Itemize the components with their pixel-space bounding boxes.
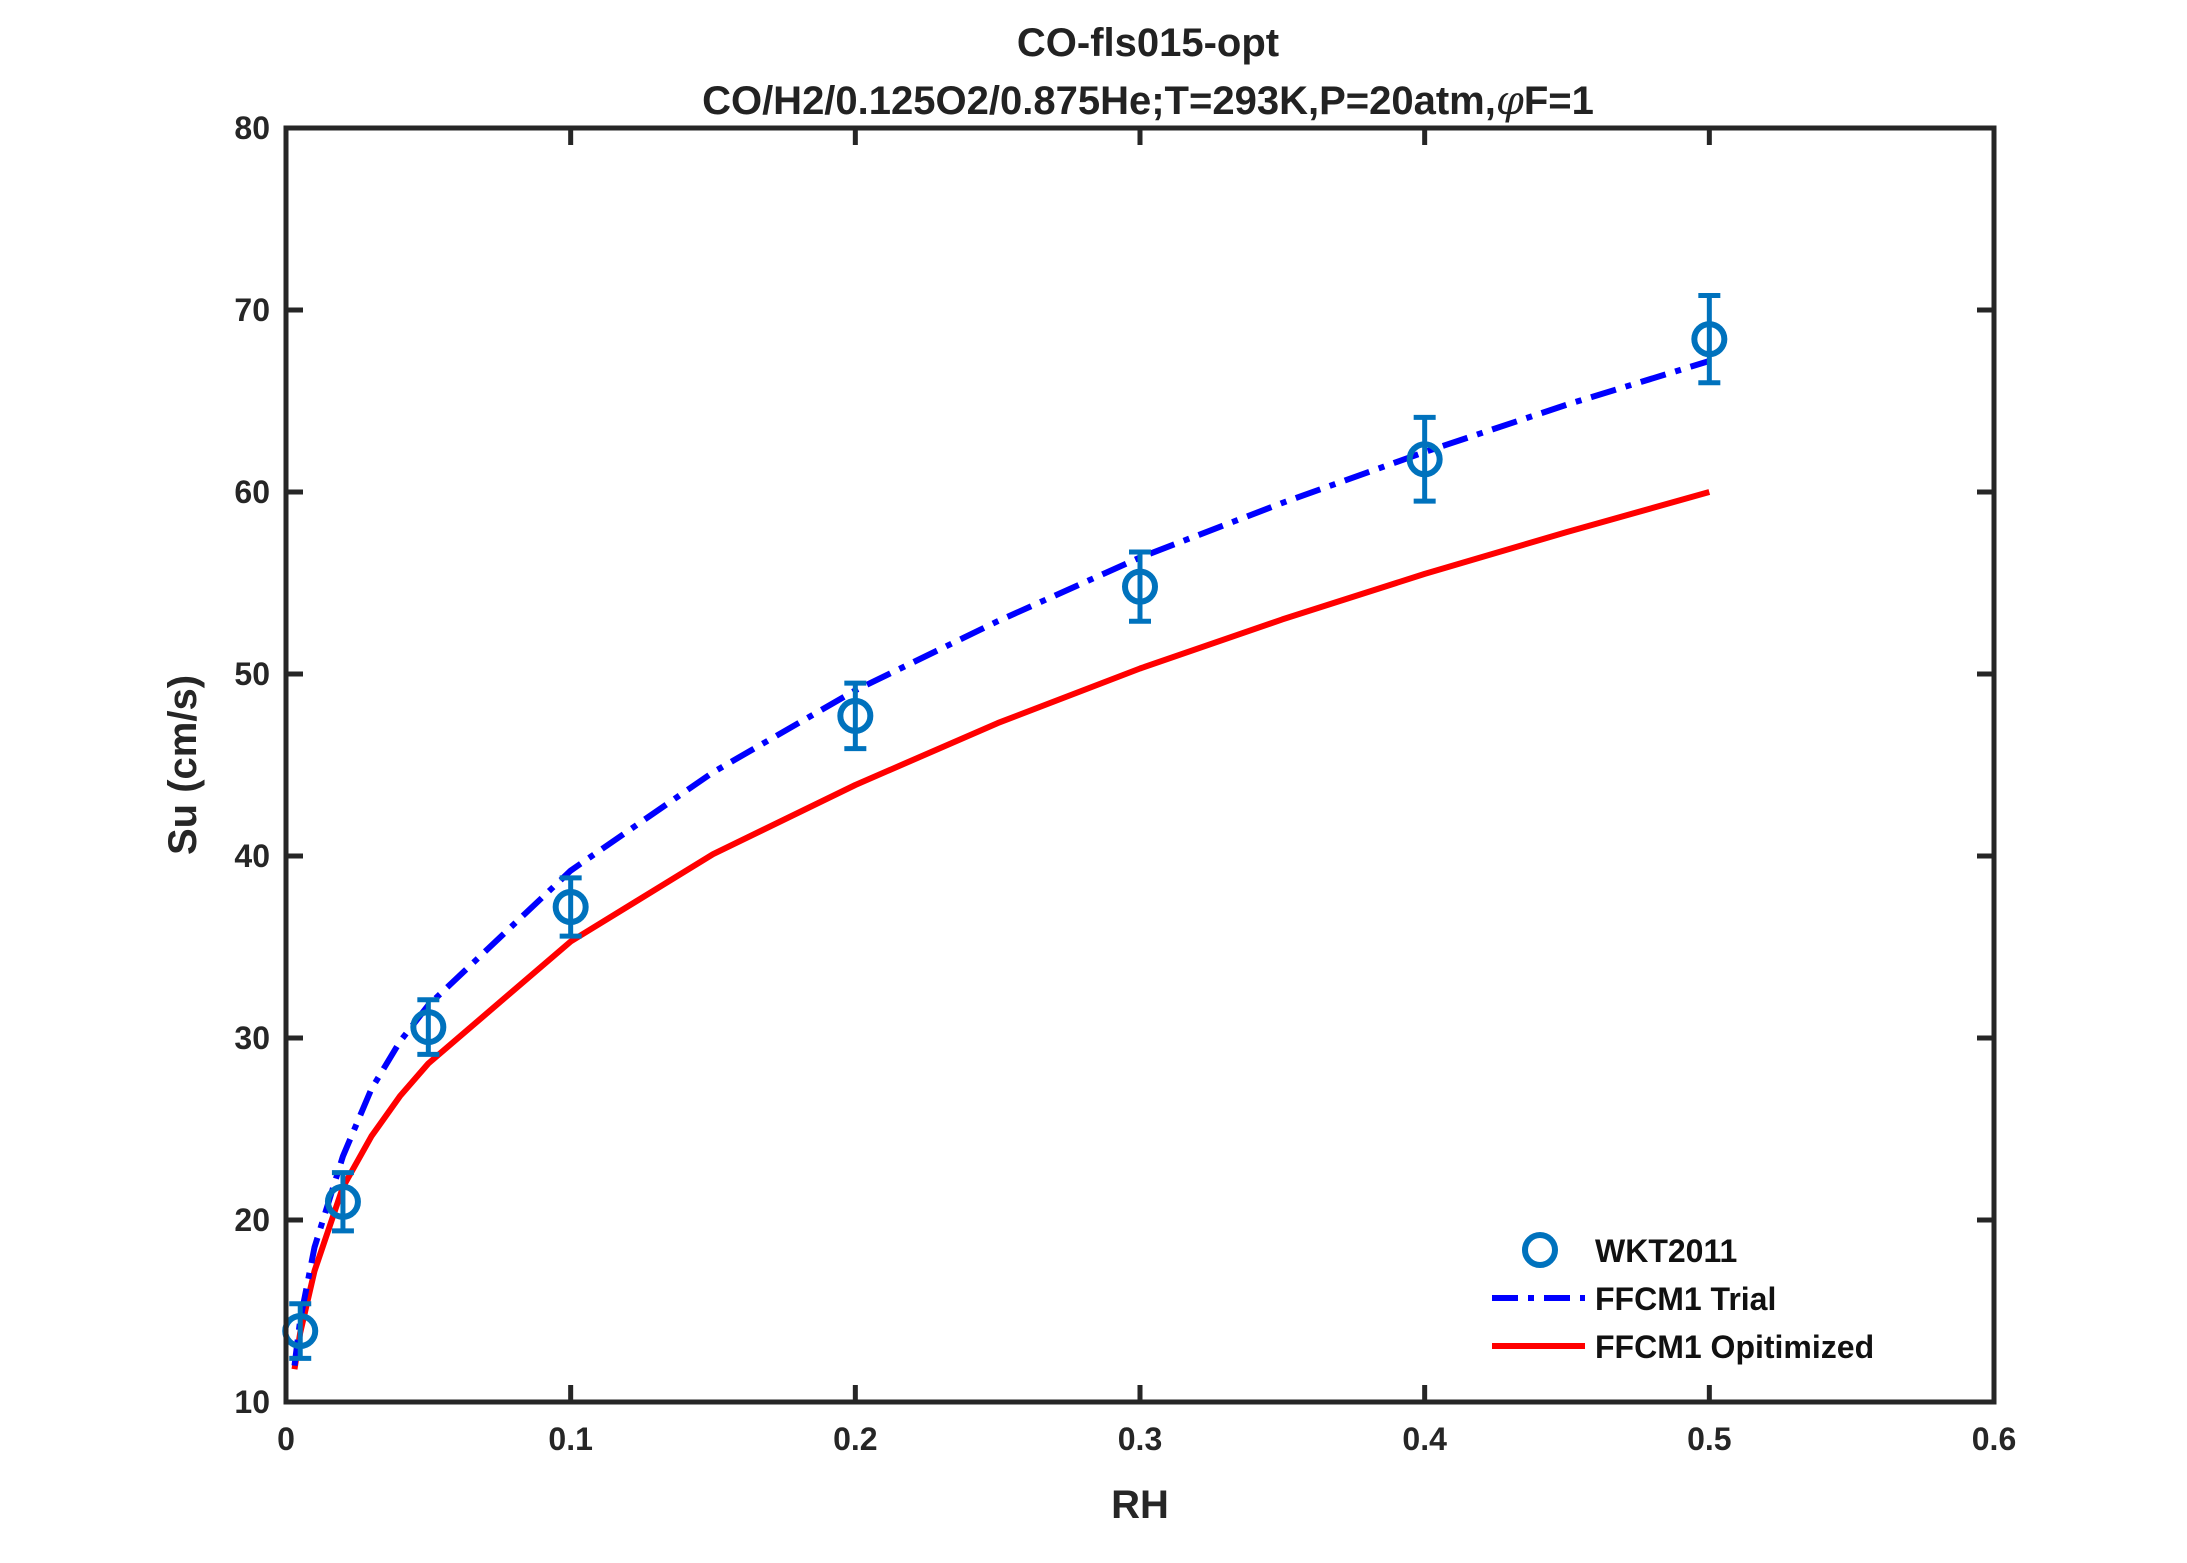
- plot-area: [286, 128, 1994, 1402]
- data-point: [552, 888, 589, 925]
- x-tick-labels: 0 0.1 0.2 0.3 0.4 0.5 0.6: [277, 1421, 2016, 1457]
- x-axis-label: RH: [1111, 1483, 1169, 1527]
- data-point: [410, 1009, 447, 1046]
- legend-label-wkt2011: WKT2011: [1595, 1233, 1737, 1269]
- y-tick-label: 20: [234, 1202, 270, 1238]
- data-point: [837, 697, 874, 734]
- chart-title: CO-fls015-opt: [1017, 21, 1279, 65]
- x-tick-label: 0.1: [548, 1421, 592, 1457]
- y-tick-label: 30: [234, 1020, 270, 1056]
- subtitle-suffix: F=1: [1524, 79, 1594, 123]
- y-tick-label: 70: [234, 292, 270, 328]
- data-point: [324, 1183, 361, 1220]
- x-tick-label: 0: [277, 1421, 295, 1457]
- y-axis-label: Su (cm/s): [161, 675, 205, 855]
- legend-label-ffcm1-opitimized: FFCM1 Opitimized: [1595, 1329, 1874, 1365]
- x-tick-label: 0.4: [1402, 1421, 1447, 1457]
- y-tick-labels: 10 20 30 40 50 60 70 80: [234, 110, 270, 1420]
- x-tick-label: 0.6: [1972, 1421, 2016, 1457]
- y-tick-label: 10: [234, 1384, 270, 1420]
- y-tick-label: 40: [234, 838, 270, 874]
- y-tick-label: 50: [234, 656, 270, 692]
- line-ffcm1-opitimized: [291, 489, 1711, 1370]
- x-tick-label: 0.2: [833, 1421, 877, 1457]
- data-point: [1122, 568, 1158, 605]
- subtitle-symbol: φ: [1496, 78, 1524, 124]
- legend-label-ffcm1-trial: FFCM1 Trial: [1595, 1281, 1776, 1317]
- data-point: [1691, 321, 1728, 358]
- y-tick-label: 80: [234, 110, 270, 146]
- series-ffcm1-opitimized: [291, 489, 1711, 1370]
- legend: WKT2011 FFCM1 Trial FFCM1 Opitimized: [1492, 1232, 1874, 1365]
- y-tick-label: 60: [234, 474, 270, 510]
- plot-background: [286, 128, 1994, 1402]
- data-point: [1406, 441, 1443, 478]
- subtitle-prefix: CO/H2/0.125O2/0.875He;T=293K,P=20atm,: [702, 79, 1496, 123]
- x-tick-label: 0.3: [1118, 1421, 1162, 1457]
- x-tick-label: 0.5: [1687, 1421, 1731, 1457]
- plot-frame: [283, 125, 1997, 1405]
- series-wkt2011: [282, 292, 1728, 1361]
- chart-subtitle: CO/H2/0.125O2/0.875He;T=293K,P=20atm,φF=…: [702, 78, 1594, 124]
- legend-marker-wkt2011: [1522, 1232, 1558, 1268]
